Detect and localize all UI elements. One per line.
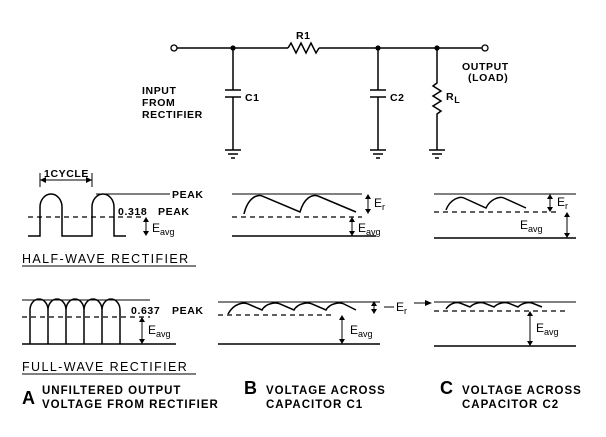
ground-icon — [429, 149, 445, 159]
caption-b-line2: CAPACITOR C1 — [266, 399, 363, 411]
output-terminal — [481, 44, 489, 52]
caption-b-line1: VOLTAGE ACROSS — [266, 385, 386, 397]
eavg-symbol: Eavg — [148, 323, 171, 339]
ratio-label: 0.318 — [118, 206, 147, 218]
r1-label: R1 — [296, 30, 311, 42]
er-symbol: Er — [396, 300, 407, 316]
eavg-symbol: Eavg — [152, 221, 175, 237]
half-wave-unfiltered: 1CYCLE PEAK 0.318 PEAK Eavg — [28, 168, 204, 237]
ripple-waveform — [227, 302, 357, 315]
full-wave-unfiltered: 0.637 PEAK Eavg — [22, 298, 204, 345]
cycle-label: 1CYCLE — [44, 168, 89, 180]
ratio-label: 0.637 — [131, 305, 160, 317]
eavg-symbol: Eavg — [536, 321, 559, 337]
input-label-line2: FROM — [142, 97, 175, 109]
er-arrowheads — [547, 194, 553, 212]
ripple-waveform — [243, 194, 357, 215]
caption-a-letter: A — [22, 388, 35, 408]
input-terminal — [170, 44, 178, 52]
cycle-arrowheads — [40, 177, 92, 183]
eavg-symbol: Eavg — [520, 218, 543, 234]
ripple-waveform — [445, 196, 527, 211]
caption-c-line1: VOLTAGE ACROSS — [462, 385, 582, 397]
resistor-rl — [431, 48, 443, 150]
er-arrowheads — [365, 194, 371, 214]
half-wave-c2: Er Eavg — [434, 193, 576, 239]
er-symbol: Er — [374, 196, 385, 212]
peak-label: PEAK — [172, 189, 204, 201]
ripple-waveform — [445, 301, 543, 310]
eavg-arrowheads — [143, 217, 149, 236]
full-wave-c1: Er Eavg — [218, 300, 407, 345]
input-label-line1: INPUT — [142, 85, 177, 97]
full-wave-pulses — [29, 298, 121, 344]
c1-label: C1 — [245, 92, 260, 104]
ratio-peak-label: PEAK — [158, 206, 190, 218]
half-wave-c1: Er Eavg — [232, 193, 385, 237]
peak-label: PEAK — [172, 305, 204, 317]
caption-b-letter: B — [244, 378, 257, 398]
output-label-line1: OUTPUT — [462, 61, 509, 73]
full-wave-title: FULL-WAVE RECTIFIER — [22, 360, 188, 374]
half-wave-title: HALF-WAVE RECTIFIER — [22, 252, 190, 266]
caption-c-line2: CAPACITOR C2 — [462, 399, 559, 411]
resistor-r1 — [287, 41, 320, 55]
ground-icon — [370, 149, 386, 159]
caption-c-letter: C — [440, 378, 453, 398]
full-wave-c2: Eavg — [414, 300, 576, 347]
eavg-symbol: Eavg — [358, 221, 381, 237]
er-pointer-arrowhead — [425, 300, 432, 306]
caption-a-line1: UNFILTERED OUTPUT — [42, 385, 181, 397]
er-arrowheads — [371, 301, 377, 314]
caption-a: A UNFILTERED OUTPUT VOLTAGE FROM RECTIFI… — [22, 385, 219, 411]
filter-circuit: R1 C1 C2 RL INPUT FROM RECTIFIER OUTPUT … — [142, 30, 509, 159]
eavg-symbol: Eavg — [350, 323, 373, 339]
er-pointer — [373, 303, 394, 312]
ground-icon — [225, 149, 241, 159]
eavg-arrowheads — [349, 217, 355, 236]
output-label-line2: (LOAD) — [468, 72, 508, 84]
caption-b: B VOLTAGE ACROSS CAPACITOR C1 — [244, 378, 386, 411]
caption-a-line2: VOLTAGE FROM RECTIFIER — [42, 399, 219, 411]
er-symbol: Er — [557, 195, 568, 211]
input-label-line3: RECTIFIER — [142, 109, 203, 121]
caption-c: C VOLTAGE ACROSS CAPACITOR C2 — [440, 378, 582, 411]
rl-label: RL — [446, 91, 460, 105]
half-wave-pulses — [28, 193, 126, 237]
c2-label: C2 — [390, 92, 405, 104]
